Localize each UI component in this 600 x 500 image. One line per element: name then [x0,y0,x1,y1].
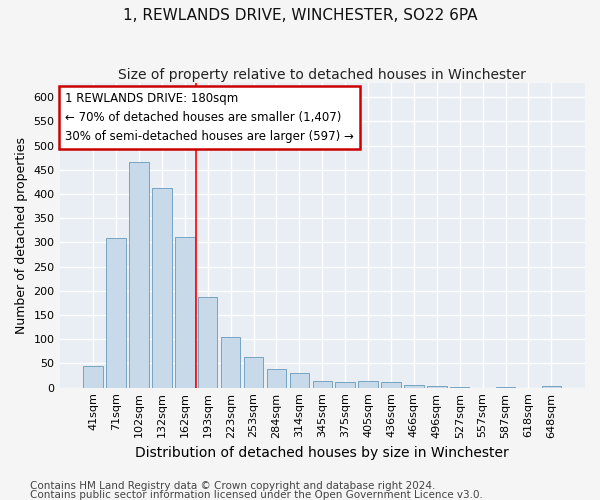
Bar [106,238,126,388]
Title: Size of property relative to detached houses in Winchester: Size of property relative to detached ho… [118,68,526,82]
Bar [496,386,515,388]
Bar [83,366,103,388]
Bar [244,356,263,388]
Bar [404,386,424,388]
Bar [427,386,446,388]
Bar [129,162,149,388]
Bar [175,236,194,388]
Bar [267,370,286,388]
Bar [198,297,217,388]
Y-axis label: Number of detached properties: Number of detached properties [15,136,28,334]
Bar [335,382,355,388]
Bar [290,372,309,388]
Text: Contains public sector information licensed under the Open Government Licence v3: Contains public sector information licen… [30,490,483,500]
Bar [358,382,378,388]
X-axis label: Distribution of detached houses by size in Winchester: Distribution of detached houses by size … [136,446,509,460]
Bar [381,382,401,388]
Text: Contains HM Land Registry data © Crown copyright and database right 2024.: Contains HM Land Registry data © Crown c… [30,481,436,491]
Text: 1, REWLANDS DRIVE, WINCHESTER, SO22 6PA: 1, REWLANDS DRIVE, WINCHESTER, SO22 6PA [123,8,477,22]
Bar [152,188,172,388]
Bar [313,382,332,388]
Text: 1 REWLANDS DRIVE: 180sqm
← 70% of detached houses are smaller (1,407)
30% of sem: 1 REWLANDS DRIVE: 180sqm ← 70% of detach… [65,92,353,143]
Bar [221,338,241,388]
Bar [542,386,561,388]
